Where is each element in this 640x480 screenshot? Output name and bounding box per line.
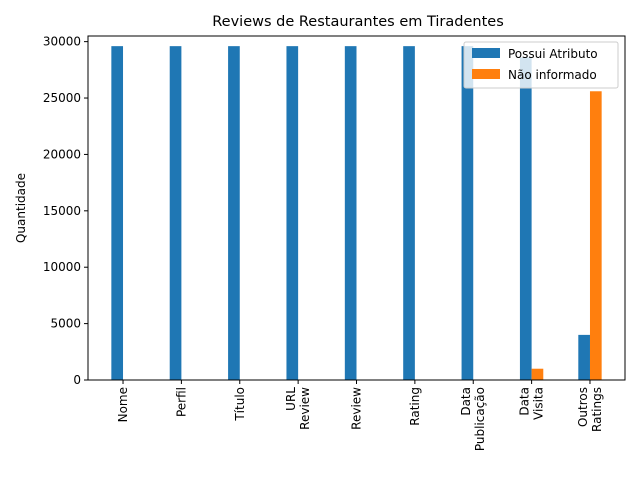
y-tick-label: 0 [73,373,81,387]
x-axis-ticks: Nome Perfil Título URL Review Review Rating Dat… [116,380,604,451]
bar-possui-6 [461,46,474,380]
bars-group [111,46,602,381]
y-tick-label: 30000 [43,35,81,49]
plot-area-frame [87,35,626,381]
x-tick-label: Ratings [590,387,604,432]
x-tick-label: URL [284,387,298,411]
x-tick-label: Rating [408,387,422,426]
bar-possui-4 [344,46,357,380]
x-tick-label: Data [459,387,473,416]
bar-possui-7 [519,57,532,381]
chart-title: Reviews de Restaurantes em Tiradentes [212,14,504,30]
legend-swatch [472,48,500,58]
legend-label: Não informado [508,68,597,82]
y-tick-label: 25000 [43,91,81,105]
bar-possui-8 [578,334,590,380]
legend: Possui Atributo Não informado [463,41,619,89]
y-tick-label: 10000 [43,260,81,274]
x-tick-label: Visita [532,387,546,420]
bar-possui-0 [111,46,124,380]
x-tick-label: Título [233,387,247,422]
bar-nao-informado-7 [531,368,544,380]
y-tick-label: 15000 [43,204,81,218]
bar-possui-2 [228,46,240,380]
y-axis-ticks: 0 5000 10000 15000 20000 25000 30000 [43,35,88,387]
x-tick-label: Data [518,387,532,416]
x-tick-label: Perfil [174,387,188,417]
x-tick-label: Outros [576,387,590,427]
legend-label: Possui Atributo [508,47,598,61]
bar-nao-informado-8 [589,91,602,381]
bar-possui-1 [169,46,182,380]
bar-possui-5 [403,46,415,380]
x-tick-label: Nome [116,387,130,422]
bar-possui-3 [286,46,299,380]
y-tick-label: 5000 [50,317,81,331]
legend-frame [463,41,619,89]
x-tick-label: Publicação [473,387,487,451]
legend-swatch [472,69,500,79]
x-tick-label: Review [298,387,312,430]
y-tick-label: 20000 [43,147,81,161]
y-axis-label: Quantidade [14,173,28,243]
x-tick-label: Review [350,387,364,430]
